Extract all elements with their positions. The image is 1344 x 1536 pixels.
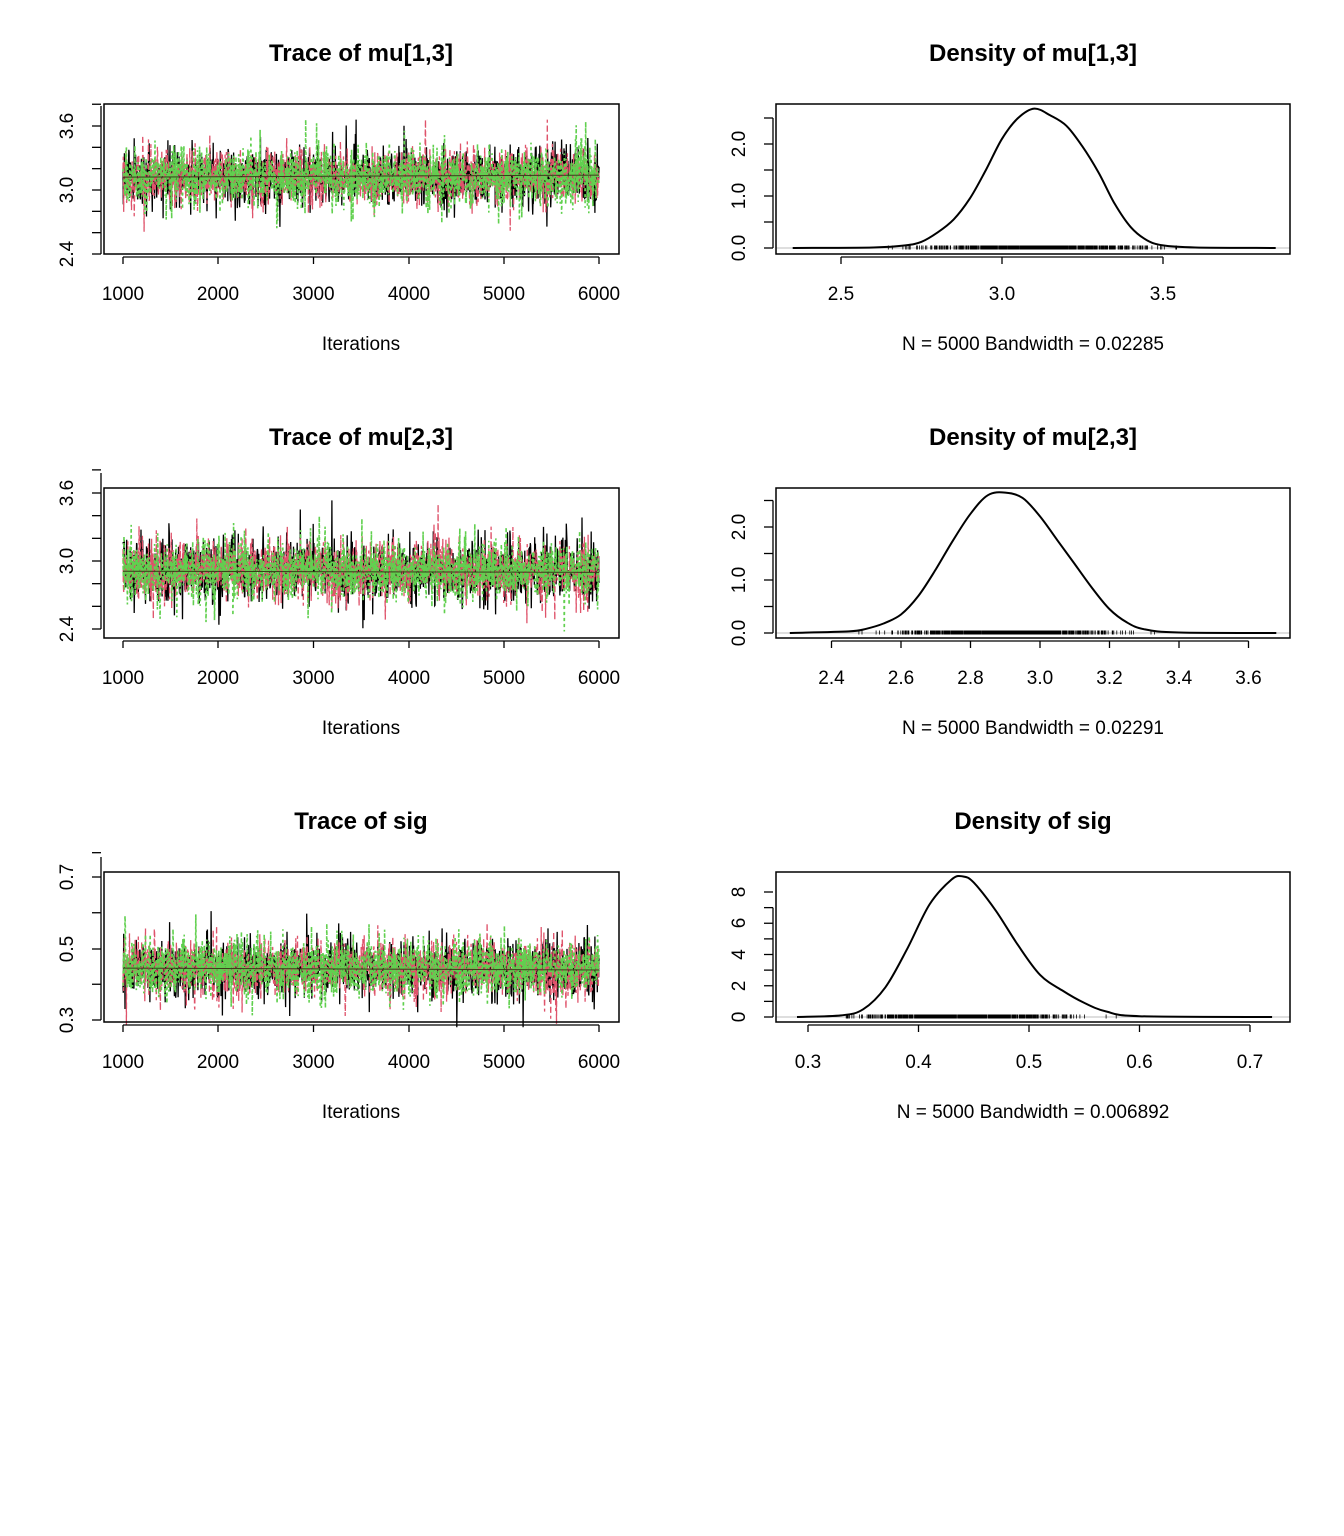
y-tick-label: 3.0 — [57, 177, 78, 203]
y-tick-label: 8 — [729, 887, 750, 898]
x-tick-label: 2000 — [197, 668, 239, 689]
x-tick-label: 1000 — [102, 668, 144, 689]
x-axis-label: N = 5000 Bandwidth = 0.006892 — [897, 1102, 1170, 1123]
x-tick-label: 0.5 — [1016, 1052, 1042, 1073]
chart-title: Trace of mu[2,3] — [269, 424, 453, 451]
plot-frame — [775, 103, 1291, 255]
plot-marks-layer — [92, 103, 1291, 1032]
x-tick-label: 6000 — [578, 1052, 620, 1073]
x-tick-label: 5000 — [483, 668, 525, 689]
density-curve — [792, 107, 1276, 249]
x-axis-label: Iterations — [322, 1102, 400, 1123]
plot-frame — [103, 487, 620, 639]
plot-frame — [775, 487, 1291, 639]
x-tick-label: 3.4 — [1166, 668, 1193, 689]
plot-frame — [775, 871, 1291, 1023]
running-mean-line — [122, 174, 600, 178]
x-axis-label: N = 5000 Bandwidth = 0.02285 — [902, 334, 1164, 355]
density-plot-mu-2-3: Density of mu[2,3] N = 5000 Bandwidth = … — [729, 424, 1262, 739]
x-tick-label: 3.6 — [1235, 668, 1261, 689]
x-tick-label: 3000 — [292, 668, 334, 689]
x-tick-label: 4000 — [388, 668, 430, 689]
trace-plot-mu-2-3: Trace of mu[2,3] Iterations 1000 2000 30… — [57, 424, 620, 739]
x-tick-label: 3.2 — [1096, 668, 1122, 689]
y-tick-label: 0.0 — [729, 235, 750, 261]
x-tick-label: 5000 — [483, 284, 525, 305]
x-tick-label: 6000 — [578, 284, 620, 305]
chart-title: Density of mu[1,3] — [929, 40, 1137, 67]
y-tick-label: 6 — [729, 918, 750, 929]
x-tick-label: 0.6 — [1126, 1052, 1152, 1073]
y-tick-label: 0.7 — [57, 864, 78, 890]
y-tick-label: 3.6 — [57, 113, 78, 139]
y-tick-label: 2.0 — [729, 131, 750, 157]
rug-marks — [887, 245, 1177, 250]
x-axis-label: Iterations — [322, 334, 400, 355]
running-mean-line — [122, 570, 600, 573]
y-tick-label: 2 — [729, 981, 750, 992]
running-mean-line — [122, 967, 600, 971]
chain-2-trace-line — [122, 119, 600, 232]
x-tick-label: 3.0 — [1027, 668, 1053, 689]
x-tick-label: 0.4 — [905, 1052, 932, 1073]
rug-marks — [845, 1014, 1117, 1019]
x-tick-label: 3.5 — [1150, 284, 1176, 305]
chain-3-trace-line — [122, 119, 600, 229]
y-tick-label: 0.5 — [57, 936, 78, 962]
x-tick-label: 6000 — [578, 668, 620, 689]
x-tick-label: 1000 — [102, 284, 144, 305]
chart-title: Density of sig — [954, 808, 1111, 835]
y-tick-label: 2.4 — [57, 240, 78, 267]
chain-3-trace-line — [122, 516, 600, 632]
trace-plot-mu-1-3: Trace of mu[1,3] Iterations 1000 2000 30… — [57, 40, 620, 355]
x-tick-label: 2000 — [197, 1052, 239, 1073]
y-tick-label: 3.6 — [57, 480, 78, 506]
y-tick-label: 1.0 — [729, 183, 750, 209]
x-tick-label: 2.5 — [828, 284, 854, 305]
y-tick-label: 4 — [729, 949, 750, 960]
x-tick-label: 1000 — [102, 1052, 144, 1073]
plot-frame — [103, 871, 620, 1023]
y-tick-label: 2.4 — [57, 615, 78, 642]
x-tick-label: 0.7 — [1237, 1052, 1263, 1073]
trace-plot-sig: Trace of sig Iterations 1000 2000 3000 4… — [57, 808, 620, 1123]
y-tick-label: 2.0 — [729, 514, 750, 540]
plot-frame — [103, 103, 620, 255]
y-tick-label: 0.0 — [729, 620, 750, 646]
x-tick-label: 3.0 — [989, 284, 1015, 305]
rug-marks — [858, 630, 1155, 635]
density-curve — [789, 491, 1277, 634]
x-tick-label: 2000 — [197, 284, 239, 305]
chart-title: Trace of mu[1,3] — [269, 40, 453, 67]
x-axis-label: N = 5000 Bandwidth = 0.02291 — [902, 718, 1164, 739]
x-tick-label: 2.8 — [957, 668, 983, 689]
density-curve — [796, 874, 1273, 1018]
chain-3-trace-line — [122, 914, 600, 1016]
x-tick-label: 2.6 — [888, 668, 914, 689]
y-tick-label: 1.0 — [729, 567, 750, 593]
x-tick-label: 4000 — [388, 284, 430, 305]
x-tick-label: 4000 — [388, 1052, 430, 1073]
y-tick-label: 0.3 — [57, 1007, 78, 1033]
chart-title: Trace of sig — [294, 808, 427, 835]
x-tick-label: 2.4 — [818, 668, 845, 689]
x-tick-label: 3000 — [292, 284, 334, 305]
density-plot-sig: Density of sig N = 5000 Bandwidth = 0.00… — [729, 808, 1263, 1123]
density-plot-mu-1-3: Density of mu[1,3] N = 5000 Bandwidth = … — [729, 40, 1176, 355]
chart-title: Density of mu[2,3] — [929, 424, 1137, 451]
y-tick-label: 0 — [729, 1012, 750, 1023]
x-tick-label: 5000 — [483, 1052, 525, 1073]
x-tick-label: 3000 — [292, 1052, 334, 1073]
x-axis-label: Iterations — [322, 718, 400, 739]
x-tick-label: 0.3 — [795, 1052, 821, 1073]
y-tick-label: 3.0 — [57, 548, 78, 574]
